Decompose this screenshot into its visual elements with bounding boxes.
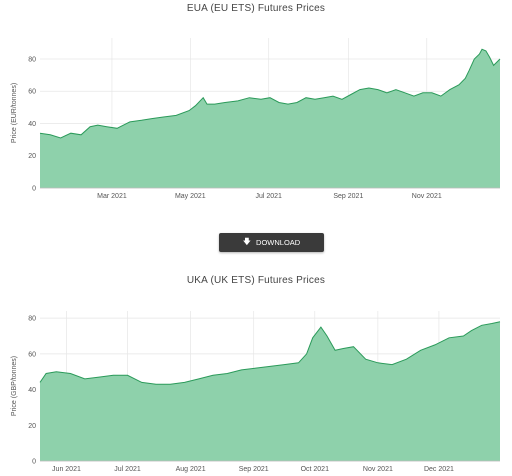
uka-y-tick-label: 80 xyxy=(28,316,36,323)
uka-y-tick-label: 60 xyxy=(28,351,36,358)
eua-y-axis-label: Price (EUR/tonnes) xyxy=(11,83,18,143)
eua-x-tick-label: Jul 2021 xyxy=(255,193,282,200)
uka-price-line xyxy=(39,321,501,385)
uka-x-tick-label: Nov 2021 xyxy=(363,466,393,473)
uka-x-tick-label: Jul 2021 xyxy=(114,466,141,473)
download-button-label: DOWNLOAD xyxy=(256,238,301,247)
eua-y-tick-label: 60 xyxy=(28,89,36,96)
eua-x-tick-label: May 2021 xyxy=(175,193,206,200)
uka-x-tick-label: Sep 2021 xyxy=(239,466,269,473)
uka-x-tick-label: Oct 2021 xyxy=(301,466,330,473)
download-button[interactable]: 🡇 DOWNLOAD xyxy=(219,233,324,252)
uka-y-tick-label: 0 xyxy=(32,459,36,466)
uka-y-tick-label: 20 xyxy=(28,423,36,430)
uka-x-tick-label: Dec 2021 xyxy=(424,466,454,473)
eua-x-tick-label: Mar 2021 xyxy=(97,193,127,200)
uka-y-axis-label: Price (GBP/tonnes) xyxy=(11,356,18,416)
uka-chart-plot: 0 20 40 60 80 Jun 2021 Jul 2021 Aug 2021 Sep 202… xyxy=(11,311,501,473)
eua-y-tick-label: 0 xyxy=(32,186,36,193)
eua-price-line xyxy=(39,48,501,139)
uka-y-tick-label: 40 xyxy=(28,387,36,394)
eua-x-tick-label: Sep 2021 xyxy=(333,193,363,200)
eua-y-tick-label: 20 xyxy=(28,153,36,160)
eua-chart-title: EUA (EU ETS) Futures Prices xyxy=(186,3,326,14)
eua-y-tick-label: 80 xyxy=(28,56,36,63)
uka-price-area xyxy=(40,321,500,461)
eua-chart: EUA (EU ETS) Futures Prices 0 20 40 60 80 Mar… xyxy=(0,0,512,205)
download-arrow-icon: 🡇 xyxy=(242,236,252,246)
uka-x-tick-label: Aug 2021 xyxy=(176,466,206,473)
eua-price-area xyxy=(40,49,500,188)
uka-chart-title: UKA (UK ETS) Futures Prices xyxy=(186,275,326,286)
eua-chart-plot: 0 20 40 60 80 Mar 2021 May 2021 Jul 2021 Sep 202… xyxy=(11,38,501,200)
uka-chart: UKA (UK ETS) Futures Prices 0 20 40 60 80 Jun… xyxy=(0,272,512,476)
eua-x-tick-label: Nov 2021 xyxy=(412,193,442,200)
eua-y-tick-label: 40 xyxy=(28,121,36,128)
uka-x-tick-label: Jun 2021 xyxy=(52,466,81,473)
